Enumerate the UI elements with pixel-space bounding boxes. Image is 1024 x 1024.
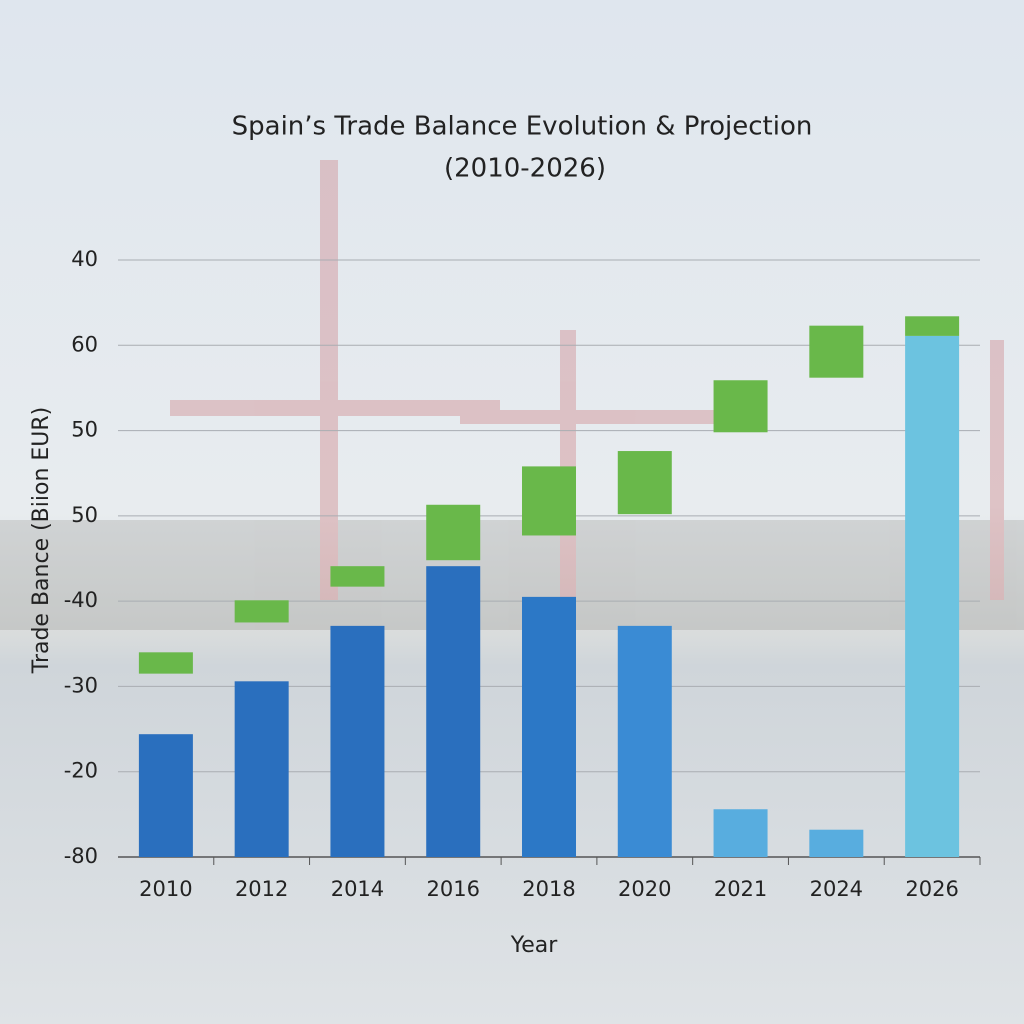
y-tick-label: 40 [71,247,98,271]
bar [617,625,672,857]
y-axis-label: Trade Bance (Biion EUR) [29,407,54,675]
bar [138,734,193,857]
range-bar [330,566,385,587]
y-tick-label: -30 [64,673,98,697]
x-tick-label: 2021 [714,877,767,901]
range-bar [234,600,289,623]
bar [426,566,481,857]
range-bar [809,325,864,378]
chart-subtitle: (2010-2026) [444,154,606,184]
bar [905,335,960,857]
y-tick-label: 50 [71,418,98,442]
x-tick-label: 2014 [331,877,384,901]
bar [522,596,576,857]
range-bar [713,380,768,433]
port-backdrop [0,160,1024,630]
range-bar [138,652,193,674]
x-tick-label: 2012 [235,877,288,901]
bar [713,809,768,857]
x-tick-label: 2024 [810,877,863,901]
x-tick-label: 2020 [618,877,671,901]
y-tick-label: 60 [71,332,98,356]
y-tick-label: 50 [71,503,98,527]
bar [234,681,289,857]
x-tick-label: 2018 [522,877,575,901]
range-bar [426,504,481,561]
range-bar [905,316,960,336]
x-tick-label: 2026 [905,877,958,901]
x-tick-label: 2016 [426,877,479,901]
y-tick-label: -20 [64,759,98,783]
y-tick-label: -40 [64,588,98,612]
y-tick-label: -80 [64,844,98,868]
x-axis-label: Year [510,933,559,958]
range-bar [522,466,576,536]
range-bar [617,451,672,515]
bar [809,829,864,857]
chart-title: Spain’s Trade Balance Evolution & Projec… [232,112,813,142]
bar [330,625,385,857]
x-tick-label: 2010 [139,877,192,901]
